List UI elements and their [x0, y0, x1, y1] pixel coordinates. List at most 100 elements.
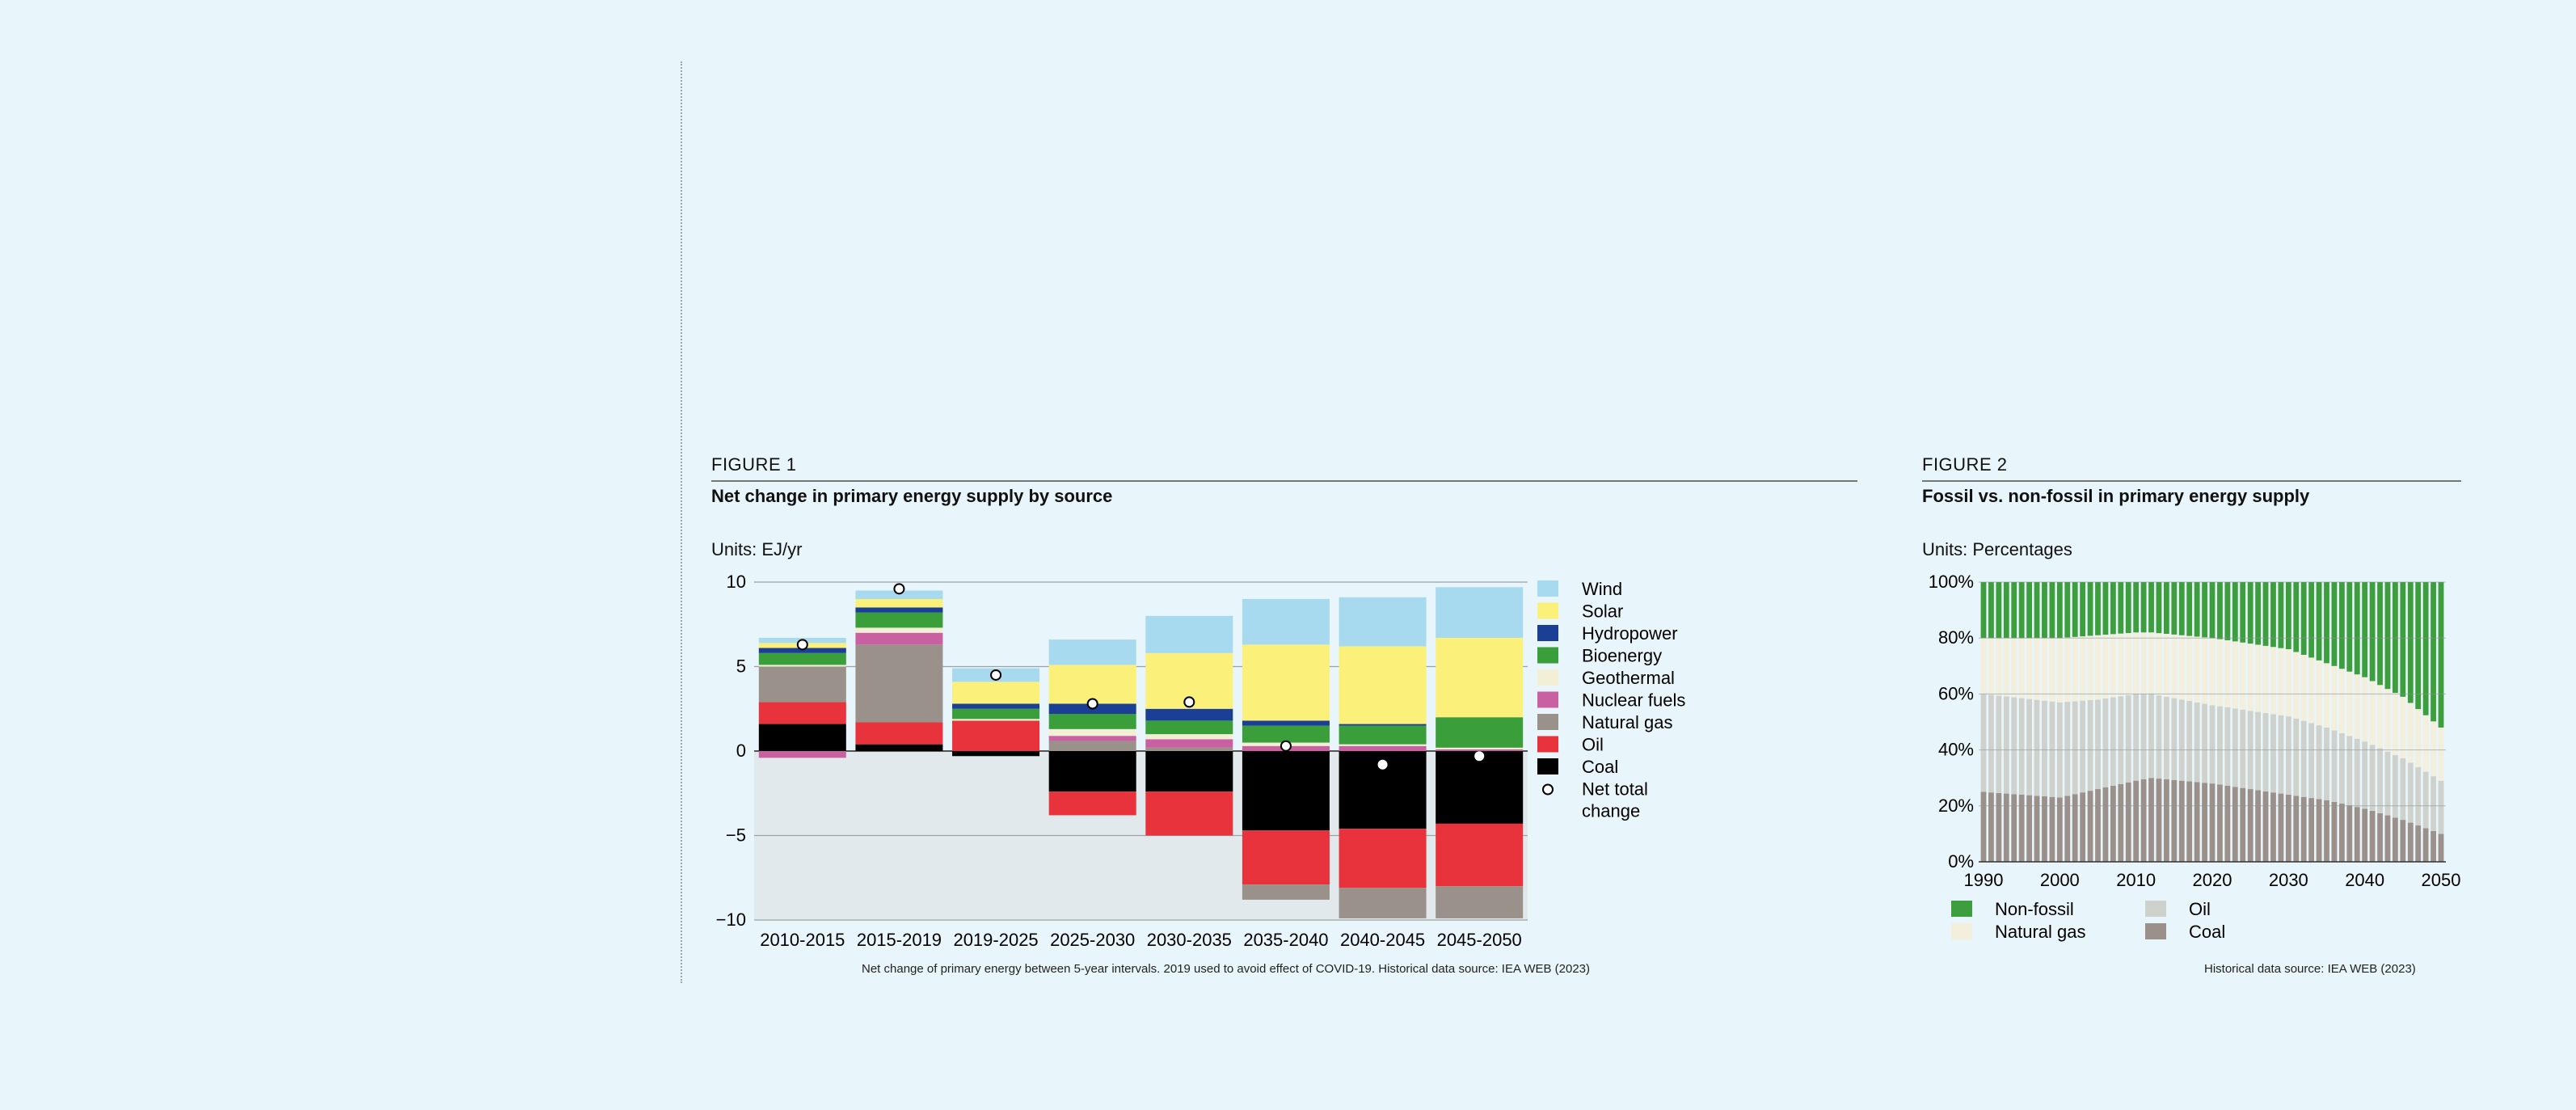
y-tick-label: 80% [1938, 627, 1974, 648]
legend-label-solar: Solar [1582, 601, 1623, 622]
area-bar-natural-gas [2422, 715, 2429, 772]
bar-segment-bioenergy [1436, 717, 1524, 748]
area-bar-oil [2156, 695, 2162, 779]
figure1-units-value: EJ/yr [761, 539, 803, 559]
x-tick-label: 2010 [2116, 870, 2156, 890]
figure1-title: Net change in primary energy supply by s… [711, 486, 1113, 506]
area-bar-oil [2300, 720, 2307, 797]
x-tick-label: 2010-2015 [760, 930, 845, 950]
x-tick-label: 2020 [2193, 870, 2232, 890]
area-bar-non-fossil [2003, 582, 2009, 639]
area-bar-coal [2072, 794, 2078, 862]
area-bar-natural-gas [2354, 674, 2360, 739]
area-bar-oil [2026, 698, 2032, 796]
figure2-units: Units: Percentages [1922, 539, 2072, 560]
area-bar-non-fossil [2125, 582, 2131, 633]
area-bar-natural-gas [2110, 634, 2116, 698]
area-bar-oil [2255, 711, 2261, 791]
bar-segment-coal [1436, 751, 1524, 824]
legend-swatch-non-fossil [1951, 901, 1972, 917]
area-bar-natural-gas [2324, 663, 2329, 728]
area-bar-non-fossil [2331, 582, 2338, 666]
bar-segment-natural-gas [1339, 888, 1427, 918]
area-bar-natural-gas [2164, 634, 2169, 697]
area-bar-non-fossil [2018, 582, 2025, 639]
y-tick-label: 20% [1938, 796, 1974, 816]
area-bar-non-fossil [2240, 582, 2246, 643]
net-total-marker [990, 669, 1002, 681]
net-total-marker [1183, 696, 1195, 708]
legend-swatch-oil [1537, 736, 1558, 753]
area-bar-non-fossil [2247, 582, 2253, 644]
y-tick-label: −10 [716, 910, 746, 930]
area-bar-non-fossil [2316, 582, 2322, 661]
bar-segment-coal [855, 744, 943, 751]
area-bar-natural-gas [2362, 677, 2368, 742]
area-bar-non-fossil [2431, 582, 2436, 722]
page-divider-line [681, 61, 682, 983]
bar-segment-hydropower [1145, 708, 1233, 721]
area-bar-coal [2164, 779, 2169, 862]
bar-segment-oil [1048, 791, 1136, 816]
area-bar-oil [1980, 694, 1987, 792]
area-bar-natural-gas [2156, 633, 2162, 696]
area-bar-natural-gas [2346, 671, 2353, 736]
area-bar-natural-gas [2407, 703, 2414, 763]
area-bar-non-fossil [2369, 582, 2376, 682]
area-bar-non-fossil [2293, 582, 2300, 652]
area-bar-natural-gas [2224, 639, 2231, 708]
area-bar-oil [2293, 718, 2300, 796]
bar-segment-geothermal [1436, 747, 1524, 749]
area-bar-coal [2034, 796, 2040, 862]
net-change-chart: 10 5 0 −5 −10 2010-2015 2015-2019 2019-2025 2025… [716, 572, 1686, 950]
bar-segment-wind [1242, 598, 1330, 645]
area-bar-oil [2369, 745, 2376, 812]
area-bar-non-fossil [2156, 582, 2162, 634]
bar-segment-solar [952, 682, 1040, 704]
area-bar-coal [2003, 793, 2009, 862]
area-bar-natural-gas [2393, 693, 2398, 755]
area-bar-oil [2377, 748, 2383, 813]
bar-segment-natural-gas [1145, 747, 1233, 751]
area-bar-oil [2324, 727, 2329, 800]
area-bar-oil [2316, 725, 2322, 800]
area-bar-non-fossil [2118, 582, 2124, 634]
area-bar-natural-gas [2262, 645, 2269, 713]
area-bar-natural-gas [2438, 727, 2444, 781]
area-bar-natural-gas [2072, 636, 2078, 702]
area-bar-non-fossil [2026, 582, 2032, 639]
bar-segment-bioenergy [758, 652, 846, 665]
area-bar-oil [2407, 762, 2414, 823]
bar-segment-bioenergy [1145, 720, 1233, 735]
area-bar-coal [1996, 792, 2002, 862]
area-bar-non-fossil [2034, 582, 2040, 639]
area-bar-coal [2064, 796, 2071, 862]
area-bar-non-fossil [2087, 582, 2093, 636]
area-bar-coal [2148, 778, 2154, 862]
area-bar-oil [2224, 707, 2231, 786]
legend-label-natural-gas: Natural gas [1582, 712, 1673, 732]
bar-segment-bioenergy [952, 708, 1040, 720]
bar-segment-nuclear-fuels [758, 751, 846, 758]
area-bar-coal [2178, 780, 2185, 862]
x-tick-label: 2019-2025 [953, 930, 1038, 950]
area-bar-oil [2240, 709, 2246, 788]
figure2-title: Fossil vs. non-fossil in primary energy … [1922, 486, 2310, 506]
area-bar-natural-gas [2285, 649, 2291, 717]
figure1-label: FIGURE 1 [711, 454, 797, 475]
area-bar-non-fossil [2278, 582, 2284, 648]
area-bar-coal [2011, 794, 2017, 862]
area-bar-coal [2362, 808, 2368, 862]
area-bar-natural-gas [2308, 657, 2315, 724]
legend-label-oil: Oil [1582, 735, 1604, 755]
area-bar-coal [2438, 834, 2444, 862]
area-bar-non-fossil [2042, 582, 2047, 639]
figure2-rule [1922, 480, 2461, 482]
area-bar-natural-gas [2056, 638, 2063, 703]
area-bar-oil [2095, 699, 2101, 790]
area-bar-oil [2194, 702, 2200, 783]
area-bar-coal [2156, 779, 2162, 862]
bar-segment-wind [1436, 587, 1524, 638]
area-bar-non-fossil [2393, 582, 2398, 694]
y-tick-label: −5 [726, 825, 746, 846]
